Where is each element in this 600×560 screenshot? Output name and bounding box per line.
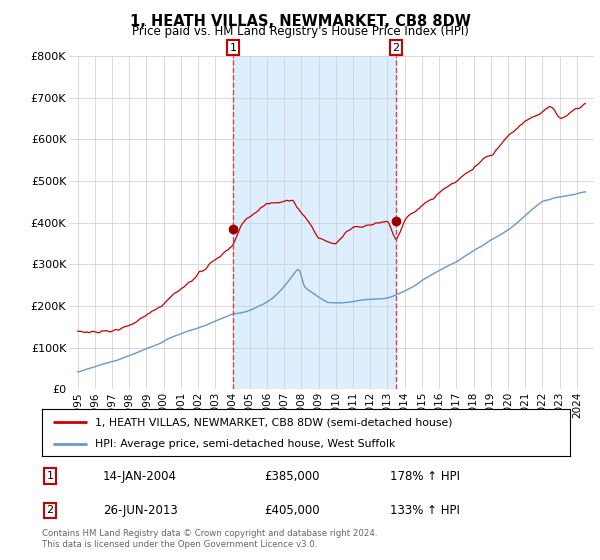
Text: Price paid vs. HM Land Registry's House Price Index (HPI): Price paid vs. HM Land Registry's House … — [131, 25, 469, 38]
Text: 178% ↑ HPI: 178% ↑ HPI — [391, 470, 460, 483]
Text: Contains HM Land Registry data © Crown copyright and database right 2024.
This d: Contains HM Land Registry data © Crown c… — [42, 529, 377, 549]
Bar — [233, 56, 396, 389]
Text: 133% ↑ HPI: 133% ↑ HPI — [391, 504, 460, 517]
Text: 1: 1 — [46, 471, 53, 481]
Text: 1, HEATH VILLAS, NEWMARKET, CB8 8DW (semi-detached house): 1, HEATH VILLAS, NEWMARKET, CB8 8DW (sem… — [95, 417, 452, 427]
Text: 26-JUN-2013: 26-JUN-2013 — [103, 504, 178, 517]
Text: 14-JAN-2004: 14-JAN-2004 — [103, 470, 177, 483]
Text: £405,000: £405,000 — [264, 504, 319, 517]
Text: 2: 2 — [46, 505, 53, 515]
Text: 1, HEATH VILLAS, NEWMARKET, CB8 8DW: 1, HEATH VILLAS, NEWMARKET, CB8 8DW — [130, 14, 470, 29]
Text: HPI: Average price, semi-detached house, West Suffolk: HPI: Average price, semi-detached house,… — [95, 439, 395, 449]
Text: 1: 1 — [230, 43, 237, 53]
Text: 2: 2 — [392, 43, 400, 53]
Text: £385,000: £385,000 — [264, 470, 319, 483]
